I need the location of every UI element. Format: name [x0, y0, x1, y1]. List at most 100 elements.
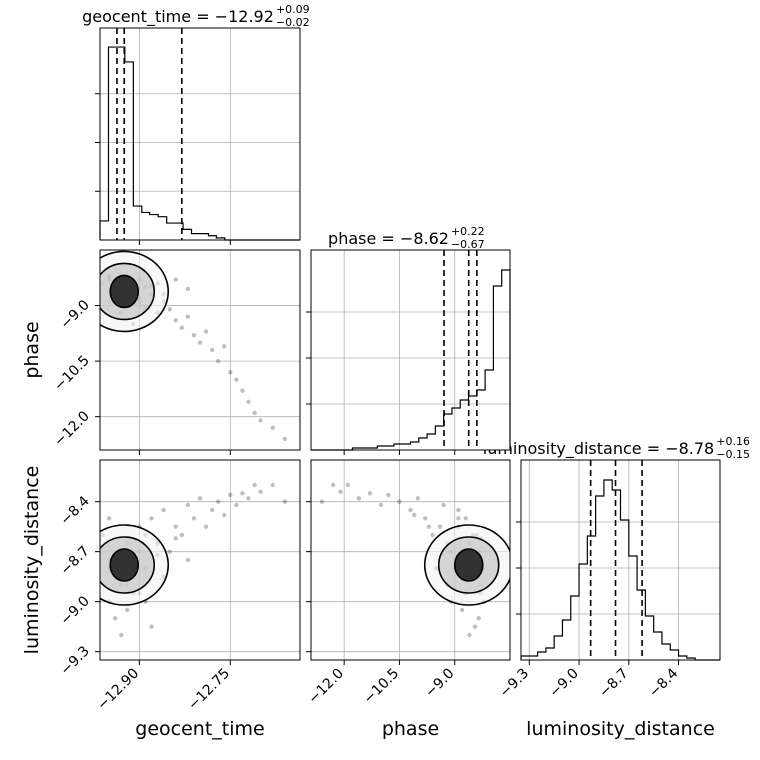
sample-point: [282, 499, 288, 504]
sample-point: [415, 496, 421, 501]
contour-inner: [453, 548, 484, 582]
sample-point: [258, 418, 263, 423]
sample-point: [430, 532, 435, 538]
histogram-step: [520, 479, 720, 661]
sample-point: [270, 482, 275, 488]
title-phase: phase = −8.62 +0.22−0.67: [328, 225, 485, 251]
scatter-geocent_time-luminosity_distance: [95, 459, 301, 665]
sample-point: [397, 499, 402, 504]
sample-point: [246, 399, 251, 405]
sample-point: [456, 507, 461, 513]
sample-point: [456, 516, 461, 521]
sample-point: [367, 491, 373, 496]
title-minus: −0.67: [451, 238, 485, 251]
title-minus: −0.02: [276, 16, 310, 29]
contour-inner: [109, 548, 140, 582]
sample-point: [119, 632, 124, 638]
sample-point: [411, 512, 417, 518]
sample-point: [240, 388, 245, 393]
ylabel-luminosity_distance: luminosity_distance: [21, 466, 43, 655]
tick-label-x: −12.75: [185, 666, 233, 714]
sample-point: [467, 632, 472, 638]
sample-point: [423, 516, 428, 521]
tick-label-x: −8.4: [646, 665, 681, 700]
sample-point: [228, 370, 233, 375]
panel-titles: geocent_time = −12.92 +0.09−0.02 phase = −…: [82, 3, 750, 461]
panel-frame: [99, 27, 301, 241]
sample-point: [209, 347, 215, 353]
sample-point: [319, 499, 325, 504]
title-luminosity_distance: luminosity_distance = −8.78 +0.16−0.15: [483, 435, 750, 461]
tick-label-x: −10.5: [361, 666, 403, 708]
title-plus: +0.16: [716, 435, 750, 448]
panel-bg: [100, 28, 300, 240]
sample-point: [476, 616, 481, 621]
scatter-phase-luminosity_distance: [306, 459, 511, 665]
sample-point: [173, 318, 178, 323]
contours: [100, 250, 170, 333]
title-plus: +0.22: [451, 225, 485, 238]
sample-point: [356, 496, 362, 501]
sample-point: [234, 377, 239, 382]
sample-point: [258, 489, 263, 494]
panel-bg: [311, 250, 510, 450]
title-main: phase = −8.62: [328, 229, 449, 248]
sample-point: [408, 507, 413, 513]
xlabel-phase: phase: [382, 718, 439, 740]
sample-point: [179, 325, 185, 330]
sample-point: [252, 410, 257, 416]
histogram-geocent_time: [95, 27, 301, 245]
tick-label-y: −12.0: [51, 408, 93, 450]
sample-point: [106, 516, 112, 521]
title-minus: −0.15: [716, 448, 750, 461]
contours: [423, 524, 510, 606]
panel-frame: [99, 249, 301, 451]
sample-point: [240, 491, 245, 496]
sample-point: [222, 344, 227, 349]
sample-point: [222, 512, 227, 518]
sample-point: [167, 307, 172, 312]
tick-label-y: −9.3: [57, 643, 92, 678]
histogram-step: [311, 269, 511, 451]
sample-point: [252, 482, 257, 488]
sample-point: [149, 624, 154, 629]
ylabel-phase: phase: [21, 321, 43, 378]
sample-point: [270, 425, 275, 430]
tick-label-x: −9.3: [497, 666, 532, 701]
tick-label-y: −8.4: [57, 493, 92, 528]
sample-point: [203, 524, 209, 529]
sample-point: [472, 624, 478, 629]
panel-frame: [520, 459, 721, 661]
sample-point: [149, 516, 154, 521]
scatter-geocent_time-phase: [95, 249, 301, 455]
tick-label-x: −12.90: [94, 666, 142, 714]
sample-point: [197, 340, 203, 345]
xlabel-geocent_time: geocent_time: [135, 718, 264, 740]
sample-point: [185, 314, 191, 319]
sample-point: [215, 499, 221, 504]
sample-point: [437, 524, 443, 529]
sample-point: [173, 524, 178, 529]
sample-point: [463, 516, 468, 521]
sample-point: [426, 524, 432, 529]
histogram-luminosity_distance: [516, 459, 721, 665]
tick-label-y: −9.0: [57, 297, 92, 332]
title-geocent_time: geocent_time = −12.92 +0.09−0.02: [82, 3, 310, 29]
sample-point: [179, 532, 185, 538]
sample-point: [378, 502, 384, 508]
sample-point: [386, 492, 391, 498]
title-main: luminosity_distance = −8.78: [483, 439, 714, 459]
sample-point: [330, 482, 336, 488]
tick-label-y: −10.5: [51, 353, 93, 395]
sample-point: [125, 607, 130, 613]
contours: [100, 524, 170, 606]
sample-point: [203, 329, 209, 334]
sample-point: [185, 557, 191, 563]
tick-label-x: −12.0: [305, 666, 347, 708]
sample-point: [112, 616, 118, 621]
sample-point: [338, 489, 343, 494]
sample-point: [173, 277, 178, 282]
sample-point: [441, 502, 446, 508]
sample-point: [191, 516, 197, 521]
